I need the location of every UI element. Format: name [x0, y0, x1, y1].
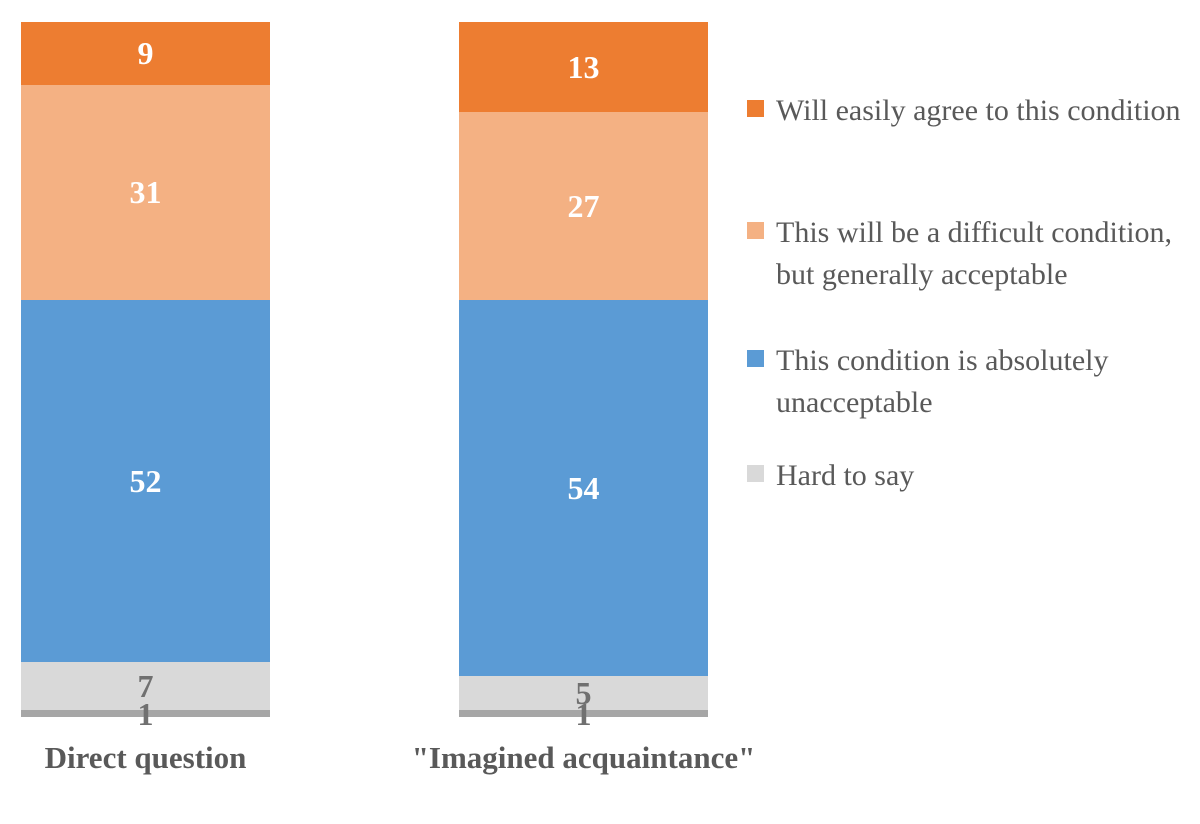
segment-value-label: 5	[575, 674, 592, 711]
bar-segment: 27	[459, 112, 708, 301]
segment-value-label: 54	[567, 469, 600, 506]
legend-item-label: Will easily agree to this condition	[776, 94, 1181, 127]
bar-segment: 7	[21, 661, 270, 711]
stacked-bar: 9 31 52 7 1	[21, 22, 270, 730]
segment-value-label: 7	[137, 667, 154, 704]
bar-segment: 1	[21, 698, 270, 730]
legend-item-label: Hard to say	[776, 459, 915, 492]
legend-item: This condition is absolutely unacceptabl…	[747, 340, 1196, 424]
category-label: "Imagined acquaintance"	[411, 740, 756, 775]
bar-segment: 52	[21, 300, 270, 662]
bar-segment: 9	[21, 22, 270, 85]
bar-segment: 1	[459, 698, 708, 730]
category-label: Direct question	[44, 740, 247, 775]
legend-item: This will be a difficult condition, but …	[747, 212, 1196, 296]
segment-value-label: 13	[567, 49, 600, 86]
bar-segment: 5	[459, 674, 708, 711]
legend-item: Hard to say	[747, 455, 1196, 497]
bar-segment: 13	[459, 22, 708, 113]
legend-swatch-icon	[747, 222, 764, 239]
legend-swatch-icon	[747, 100, 764, 117]
segment-value-label: 31	[129, 174, 162, 211]
legend-item-label: This will be a difficult condition, but …	[776, 216, 1173, 291]
legend-swatch-icon	[747, 465, 764, 482]
segment-value-label: 52	[129, 462, 162, 499]
stacked-bar: 13 27 54 5 1	[459, 22, 708, 730]
legend-swatch-icon	[747, 350, 764, 367]
segment-value-label: 9	[137, 35, 154, 72]
bar-segment: 31	[21, 84, 270, 301]
bar-segment: 54	[459, 300, 708, 676]
segment-value-label: 27	[567, 188, 600, 225]
legend-item-label: This condition is absolutely unacceptabl…	[776, 344, 1109, 419]
legend-item: Will easily agree to this condition	[747, 90, 1196, 132]
